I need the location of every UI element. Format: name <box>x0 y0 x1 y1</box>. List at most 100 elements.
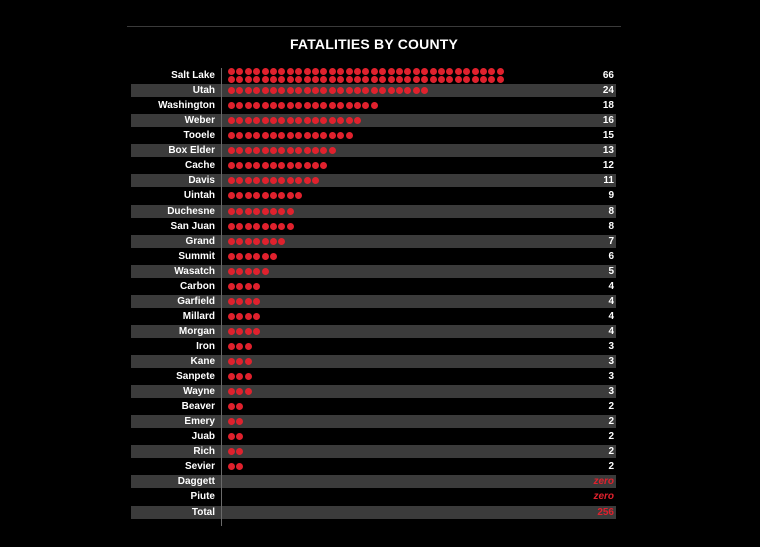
fatality-dot <box>320 76 328 83</box>
fatality-dot <box>337 117 345 125</box>
fatality-dot <box>370 68 378 75</box>
fatality-dot <box>244 312 252 320</box>
fatality-dot <box>379 68 387 75</box>
table-row: Grand 7 <box>131 234 616 248</box>
county-label: Kane <box>190 355 215 367</box>
fatality-dot <box>228 267 235 275</box>
fatality-dot <box>480 76 487 83</box>
value-label: 18 <box>602 100 614 112</box>
fatality-dot <box>320 102 328 110</box>
fatality-dot <box>303 102 311 110</box>
table-row: Juab 2 <box>131 430 616 443</box>
fatality-dot <box>412 76 420 83</box>
county-label: Utah <box>192 85 215 96</box>
table-row: Duchesne 8 <box>131 204 616 218</box>
fatality-dot <box>244 252 252 260</box>
value-label: 12 <box>602 160 614 172</box>
county-label: Rich <box>193 446 215 458</box>
fatality-dot <box>278 68 286 75</box>
fatality-dot <box>236 373 244 380</box>
fatality-dot <box>337 102 345 110</box>
fatality-dot <box>270 222 277 230</box>
fatality-dot <box>228 147 235 155</box>
fatality-dot <box>253 252 261 260</box>
fatality-dot <box>387 76 395 83</box>
fatality-dot <box>270 87 277 94</box>
fatality-dot <box>429 76 437 83</box>
fatality-dot <box>295 76 303 83</box>
fatality-dot <box>228 297 235 305</box>
value-label: 6 <box>608 250 614 262</box>
fatality-dot <box>244 132 252 140</box>
fatality-dot <box>236 403 244 411</box>
fatality-dot <box>261 102 269 110</box>
fatality-dot <box>320 147 328 155</box>
fatality-dot <box>244 102 252 110</box>
table-row: Morgan 4 <box>131 324 616 338</box>
fatality-dot <box>236 433 244 441</box>
county-label: Uintah <box>183 190 215 202</box>
value-label: 2 <box>608 401 614 413</box>
fatality-dot <box>228 237 235 245</box>
fatality-dot <box>236 177 244 185</box>
fatality-dot <box>244 192 252 200</box>
fatality-dot <box>253 267 261 275</box>
fatality-dot <box>354 68 361 75</box>
table-row: San Juan 8 <box>131 220 616 233</box>
fatality-dot <box>244 177 252 185</box>
fatality-dot <box>286 132 294 140</box>
fatality-dot <box>253 282 261 290</box>
fatality-dot <box>438 68 445 75</box>
fatality-dot <box>236 463 244 471</box>
fatality-dot <box>328 76 336 83</box>
table-row: Rich 2 <box>131 445 616 459</box>
fatality-dot <box>278 162 286 170</box>
fatality-dot <box>270 207 277 215</box>
fatality-dot <box>421 68 429 75</box>
fatality-dot <box>261 87 269 94</box>
fatality-dot <box>236 237 244 245</box>
fatality-dot <box>295 87 303 94</box>
fatality-dot <box>228 117 235 125</box>
fatality-dot <box>286 222 294 230</box>
fatality-dot <box>270 147 277 155</box>
value-label: 4 <box>608 325 614 337</box>
fatality-dot <box>228 162 235 170</box>
fatality-dot <box>345 102 353 110</box>
fatality-dot <box>261 192 269 200</box>
fatality-dot <box>261 237 269 245</box>
table-row: Millard 4 <box>131 310 616 323</box>
fatality-dot <box>244 147 252 155</box>
fatality-dot <box>228 282 235 290</box>
fatality-dot <box>320 132 328 140</box>
fatality-dot <box>236 76 244 83</box>
fatality-dot <box>471 68 479 75</box>
value-label: 8 <box>608 205 614 217</box>
fatality-dot <box>303 132 311 140</box>
fatality-dot <box>236 147 244 155</box>
table-row: Garfield 4 <box>131 294 616 308</box>
fatality-dot <box>345 76 353 83</box>
county-label: Box Elder <box>168 145 215 157</box>
fatality-dot <box>270 192 277 200</box>
table-row: Emery 2 <box>131 415 616 429</box>
value-label: 13 <box>602 145 614 157</box>
fatality-dot <box>312 68 319 75</box>
fatality-dot <box>354 102 361 110</box>
fatality-dot <box>303 76 311 83</box>
fatality-dot <box>236 282 244 290</box>
value-label: zero <box>593 491 614 503</box>
fatality-dot <box>303 177 311 185</box>
fatality-dot <box>253 76 261 83</box>
fatality-dot <box>320 117 328 125</box>
fatality-dot <box>312 162 319 170</box>
fatality-dot <box>244 267 252 275</box>
fatality-dot <box>261 267 269 275</box>
total-row: Total 256 <box>131 505 616 519</box>
county-label: Juab <box>191 431 215 443</box>
fatality-dot <box>236 357 244 365</box>
fatality-dot <box>228 357 235 365</box>
county-label: San Juan <box>170 220 215 232</box>
fatality-dot <box>270 68 277 75</box>
fatality-dot <box>228 342 235 350</box>
